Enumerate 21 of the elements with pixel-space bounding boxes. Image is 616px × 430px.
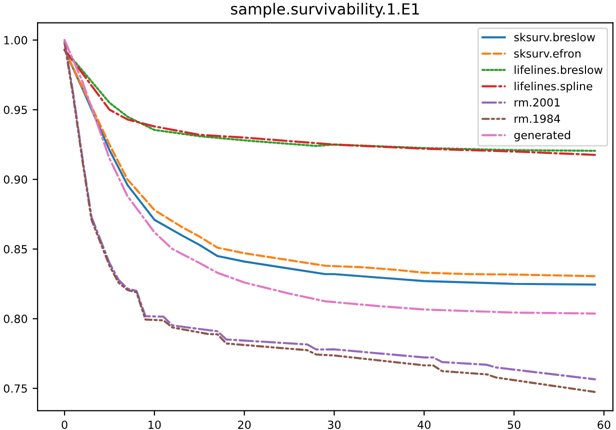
x-tick-label: 60 (598, 420, 610, 429)
legend-label: rm.1984 (514, 114, 560, 123)
legend-label: lifelines.breslow (514, 65, 602, 74)
x-tick-label: 0 (62, 420, 68, 429)
x-tick-label: 20 (238, 420, 251, 429)
y-tick-label: 0.75 (4, 384, 27, 393)
legend-label: sksurv.breslow (514, 32, 596, 42)
legend-label: sksurv.efron (514, 49, 580, 58)
y-tick-label: 0.85 (4, 245, 27, 254)
legend-label: lifelines.spline (514, 82, 592, 92)
y-tick-label: 0.80 (4, 314, 28, 324)
legend-label: generated (514, 130, 570, 142)
legend-label: rm.2001 (514, 98, 560, 107)
x-tick-label: 30 (328, 420, 341, 429)
chart-title: sample.survivability.1.E1 (231, 2, 419, 18)
x-tick-label: 40 (418, 420, 430, 429)
y-tick-label: 0.95 (4, 106, 27, 114)
y-tick-label: 1.00 (4, 36, 28, 44)
y-tick-label: 0.90 (4, 175, 28, 184)
x-tick-label: 50 (508, 420, 520, 429)
x-tick-label: 10 (148, 420, 161, 429)
